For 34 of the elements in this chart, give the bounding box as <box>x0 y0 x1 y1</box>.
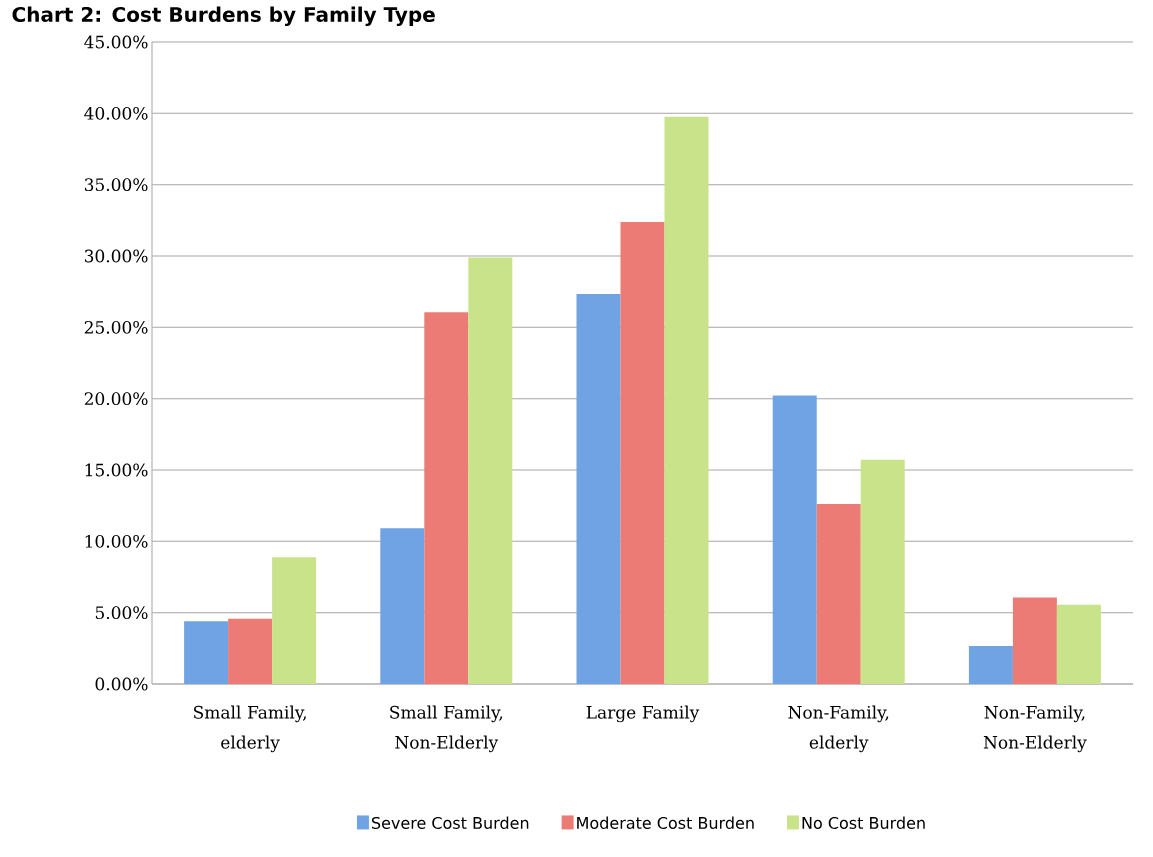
x-tick-label: Large Family <box>586 705 700 723</box>
bar <box>468 257 513 684</box>
y-tick-label: 35.00% <box>84 178 148 192</box>
bar <box>816 504 861 684</box>
bar <box>576 294 621 684</box>
bar <box>860 459 905 684</box>
bar <box>664 116 709 684</box>
y-tick-label: 10.00% <box>85 534 148 548</box>
bar <box>1056 604 1101 684</box>
y-tick-label: 25.00% <box>84 320 148 334</box>
x-tick-label: Small Family, elderly <box>194 705 306 753</box>
x-tick-label: Non-Family, Non-Elderly <box>983 705 1087 753</box>
legend-label: Moderate Cost Burden <box>577 816 754 829</box>
bar <box>184 621 229 684</box>
y-tick-label: 5.00% <box>95 606 148 620</box>
bar <box>772 395 817 684</box>
bar <box>228 618 273 684</box>
x-tick-label: Small Family, Non-Elderly <box>390 705 503 753</box>
y-tick-label: 45.00% <box>84 35 148 49</box>
y-tick-label: 20.00% <box>84 392 148 406</box>
legend-label: Severe Cost Burden <box>371 816 529 829</box>
bar <box>968 645 1013 684</box>
bar <box>1012 597 1057 684</box>
x-tick-label: Non-Family, elderly <box>788 705 889 753</box>
y-tick-label: 15.00% <box>85 463 148 477</box>
bar <box>620 221 665 684</box>
bar <box>424 312 469 684</box>
bar <box>272 557 317 684</box>
y-tick-label: 30.00% <box>84 249 148 263</box>
chart-title: Chart 2: Cost Burdens by Family Type <box>12 6 435 27</box>
y-tick-label: 40.00% <box>84 106 148 120</box>
bar <box>380 528 425 684</box>
y-tick-label: 0.00% <box>95 677 148 691</box>
legend-label: No Cost Burden <box>802 816 925 829</box>
